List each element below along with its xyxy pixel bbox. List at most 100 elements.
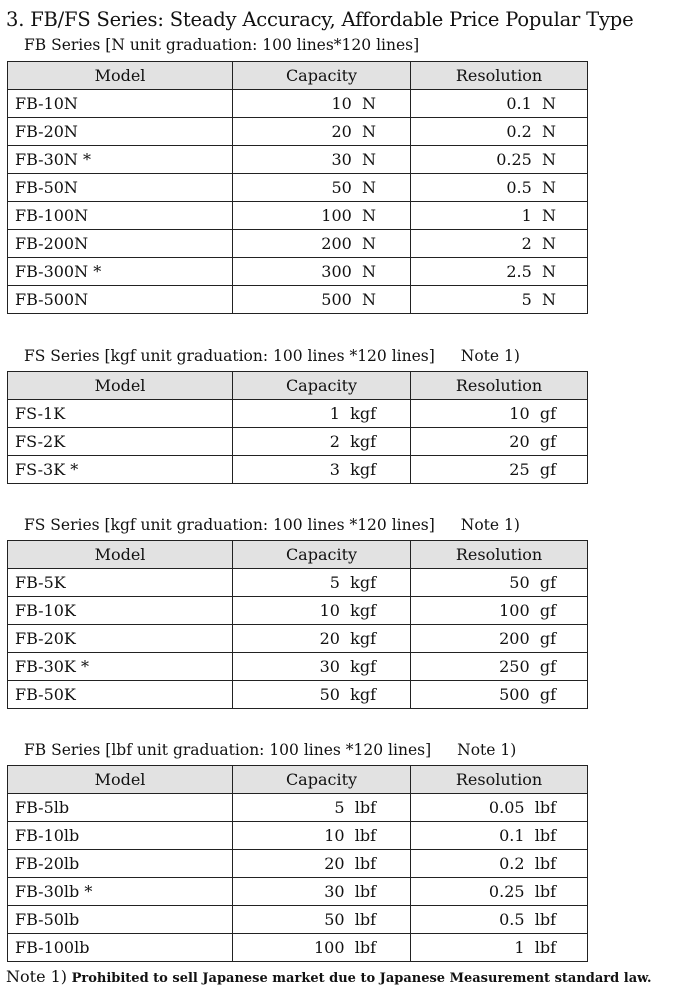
model-cell: FB-20lb (7, 849, 233, 878)
heading-note: Note 1) (460, 347, 520, 365)
footnote-label: Note 1) (6, 967, 68, 986)
resolution-cell: 0.1 N (410, 89, 588, 118)
table-row: FB-10lb 10 lbf 0.1 lbf (7, 821, 588, 850)
column-header: Capacity (232, 765, 411, 794)
header-row: Model Capacity Resolution (7, 371, 588, 400)
resolution-cell: 2.5 N (410, 257, 588, 286)
column-header: Capacity (232, 61, 411, 90)
resolution-cell: 100 gf (410, 596, 588, 625)
capacity-cell: 2 kgf (232, 427, 411, 456)
capacity-cell: 20 N (232, 117, 411, 146)
capacity-cell: 30 kgf (232, 652, 411, 681)
table-row: FB-30K * 30 kgf 250 gf (7, 652, 588, 681)
model-cell: FB-30N * (7, 145, 233, 174)
resolution-cell: 0.5 N (410, 173, 588, 202)
model-cell: FB-100lb (7, 933, 233, 962)
model-cell: FB-30lb * (7, 877, 233, 906)
heading-text: FB Series [N unit graduation: 100 lines*… (24, 36, 420, 54)
capacity-cell: 100 lbf (232, 933, 411, 962)
resolution-cell: 5 N (410, 285, 588, 314)
capacity-cell: 50 N (232, 173, 411, 202)
spec-table: Model Capacity Resolution FB-5K 5 kgf 50 gf FB… (7, 540, 588, 709)
table-row: FS-2K 2 kgf 20 gf (7, 427, 588, 456)
capacity-cell: 5 lbf (232, 793, 411, 822)
resolution-cell: 20 gf (410, 427, 588, 456)
capacity-cell: 500 N (232, 285, 411, 314)
footnote: Note 1) Prohibited to sell Japanese mark… (6, 967, 652, 986)
column-header: Resolution (410, 371, 588, 400)
capacity-cell: 20 kgf (232, 624, 411, 653)
capacity-cell: 10 kgf (232, 596, 411, 625)
spec-table: Model Capacity Resolution FB-5lb 5 lbf 0.05 l… (7, 765, 588, 962)
model-cell: FB-5lb (7, 793, 233, 822)
model-cell: FB-20N (7, 117, 233, 146)
header-row: Model Capacity Resolution (7, 540, 588, 569)
capacity-cell: 300 N (232, 257, 411, 286)
model-cell: FB-30K * (7, 652, 233, 681)
table-row: FB-10K 10 kgf 100 gf (7, 596, 588, 625)
model-cell: FB-5K (7, 568, 233, 597)
heading-text: FS Series [kgf unit graduation: 100 line… (24, 516, 435, 534)
table-row: FB-10N 10 N 0.1 N (7, 89, 588, 118)
model-cell: FB-10lb (7, 821, 233, 850)
table-heading: FB Series [N unit graduation: 100 lines*… (24, 36, 445, 54)
model-cell: FB-50N (7, 173, 233, 202)
page-title: 3. FB/FS Series: Steady Accuracy, Afford… (6, 8, 634, 31)
model-cell: FB-300N * (7, 257, 233, 286)
table-row: FB-20lb 20 lbf 0.2 lbf (7, 849, 588, 878)
model-cell: FB-50lb (7, 905, 233, 934)
resolution-cell: 200 gf (410, 624, 588, 653)
capacity-cell: 50 kgf (232, 680, 411, 709)
table-row: FS-1K 1 kgf 10 gf (7, 399, 588, 428)
table-row: FB-300N * 300 N 2.5 N (7, 257, 588, 286)
table-row: FS-3K * 3 kgf 25 gf (7, 455, 588, 484)
heading-text: FS Series [kgf unit graduation: 100 line… (24, 347, 435, 365)
model-cell: FS-3K * (7, 455, 233, 484)
table-row: FB-20N 20 N 0.2 N (7, 117, 588, 146)
capacity-cell: 1 kgf (232, 399, 411, 428)
capacity-cell: 30 N (232, 145, 411, 174)
resolution-cell: 0.1 lbf (410, 821, 588, 850)
capacity-cell: 3 kgf (232, 455, 411, 484)
resolution-cell: 10 gf (410, 399, 588, 428)
resolution-cell: 0.25 N (410, 145, 588, 174)
table-row: FB-50N 50 N 0.5 N (7, 173, 588, 202)
resolution-cell: 0.2 lbf (410, 849, 588, 878)
spec-table: Model Capacity Resolution FS-1K 1 kgf 10 gf FS… (7, 371, 588, 484)
column-header: Model (7, 765, 233, 794)
table-heading: FB Series [lbf unit graduation: 100 line… (24, 741, 516, 759)
heading-note: Note 1) (460, 516, 520, 534)
model-cell: FB-500N (7, 285, 233, 314)
resolution-cell: 0.05 lbf (410, 793, 588, 822)
heading-text: FB Series [lbf unit graduation: 100 line… (24, 741, 432, 759)
column-header: Capacity (232, 371, 411, 400)
resolution-cell: 250 gf (410, 652, 588, 681)
resolution-cell: 25 gf (410, 455, 588, 484)
model-cell: FB-10K (7, 596, 233, 625)
heading-note: Note 1) (457, 741, 517, 759)
table-row: FB-30N * 30 N 0.25 N (7, 145, 588, 174)
capacity-cell: 10 lbf (232, 821, 411, 850)
table-heading: FS Series [kgf unit graduation: 100 line… (24, 516, 520, 534)
table-row: FB-5K 5 kgf 50 gf (7, 568, 588, 597)
resolution-cell: 1 N (410, 201, 588, 230)
table-row: FB-5lb 5 lbf 0.05 lbf (7, 793, 588, 822)
model-cell: FS-2K (7, 427, 233, 456)
capacity-cell: 10 N (232, 89, 411, 118)
resolution-cell: 0.5 lbf (410, 905, 588, 934)
model-cell: FB-20K (7, 624, 233, 653)
table-heading: FS Series [kgf unit graduation: 100 line… (24, 347, 520, 365)
column-header: Resolution (410, 765, 588, 794)
model-cell: FB-10N (7, 89, 233, 118)
capacity-cell: 50 lbf (232, 905, 411, 934)
table-row: FB-20K 20 kgf 200 gf (7, 624, 588, 653)
capacity-cell: 100 N (232, 201, 411, 230)
model-cell: FS-1K (7, 399, 233, 428)
resolution-cell: 50 gf (410, 568, 588, 597)
capacity-cell: 200 N (232, 229, 411, 258)
header-row: Model Capacity Resolution (7, 61, 588, 90)
capacity-cell: 5 kgf (232, 568, 411, 597)
